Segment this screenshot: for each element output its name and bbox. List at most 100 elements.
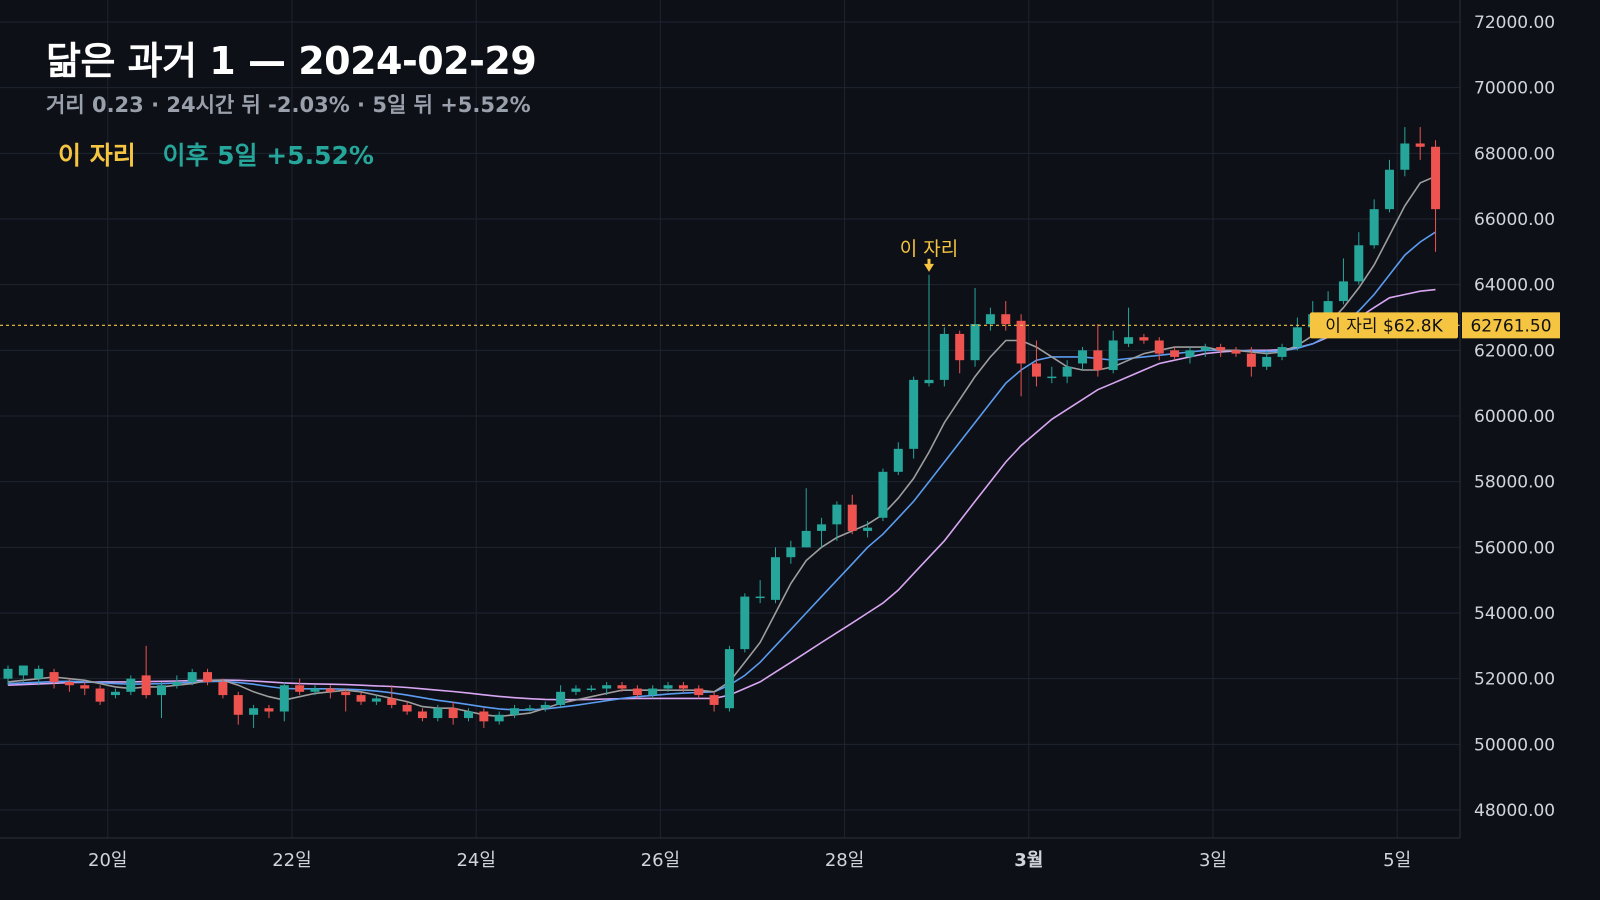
y-tick-label: 54000.00 <box>1474 604 1555 624</box>
candle <box>863 521 873 538</box>
candle-body <box>233 695 243 715</box>
ma-fast-line <box>7 175 1436 718</box>
candle-body <box>1385 169 1394 210</box>
candle <box>1078 347 1087 371</box>
candle <box>203 668 213 686</box>
candle <box>694 685 704 699</box>
candle-body <box>1323 301 1333 318</box>
candle-body <box>1139 337 1149 341</box>
candle-body <box>1231 350 1241 354</box>
y-tick-label: 66000.00 <box>1474 210 1555 230</box>
candle-body <box>387 698 397 705</box>
candle-body <box>402 704 412 712</box>
candle <box>110 688 120 699</box>
candle-body <box>1185 350 1195 357</box>
candle <box>1277 343 1287 361</box>
candle-body <box>1292 327 1302 348</box>
candle-body <box>1354 245 1364 282</box>
y-tick-label: 56000.00 <box>1474 538 1555 558</box>
candle-body <box>740 596 750 650</box>
candle-body <box>724 649 734 709</box>
candle <box>1016 314 1026 397</box>
candle-body <box>510 708 520 715</box>
candle <box>1108 330 1118 374</box>
candle <box>893 442 903 476</box>
candle <box>341 688 351 712</box>
candle <box>417 708 427 722</box>
candle <box>985 307 995 331</box>
candle <box>970 287 980 367</box>
candle <box>64 678 74 692</box>
candle <box>678 681 688 692</box>
x-tick-label: 24일 <box>456 850 495 871</box>
candle-body <box>1016 320 1026 364</box>
candle <box>433 704 443 722</box>
candle-body <box>985 314 995 325</box>
candle <box>1231 347 1241 357</box>
candle <box>632 685 642 699</box>
candle <box>1185 347 1195 364</box>
candle-body <box>249 708 259 715</box>
candle <box>1124 307 1134 348</box>
candle-body <box>1246 353 1256 367</box>
candle <box>617 681 627 692</box>
candle <box>233 691 243 725</box>
marker-legend: 이 자리 이후 5일 +5.52% <box>58 136 374 172</box>
candle-body <box>1369 209 1379 246</box>
marker-tag-label: 이 자리 $62.8K <box>1325 316 1443 336</box>
marker-arrow-label: 이 자리 <box>900 238 958 260</box>
candle-body <box>1415 143 1425 147</box>
candle-body <box>1277 347 1287 357</box>
candle <box>1154 337 1164 361</box>
candle-body <box>525 708 535 710</box>
candle <box>1216 343 1226 357</box>
candle-body <box>1108 340 1118 371</box>
candle <box>187 668 197 686</box>
candle-body <box>1062 366 1072 377</box>
candle <box>663 681 673 692</box>
candle-body <box>771 557 780 600</box>
candle <box>786 540 796 564</box>
candle-body <box>341 691 351 696</box>
candle-body <box>295 685 305 692</box>
candle <box>771 547 780 604</box>
chart-title: 닮은 과거 1 — 2024-02-29 <box>46 39 537 83</box>
candle <box>1354 232 1364 285</box>
candle-body <box>80 685 90 689</box>
candle-body <box>1200 347 1210 351</box>
candle <box>34 665 44 686</box>
candle-body <box>141 675 151 696</box>
y-tick-label: 68000.00 <box>1474 144 1555 164</box>
candle-body <box>1124 337 1134 344</box>
marker-price-bg <box>1462 312 1560 339</box>
candle <box>464 708 473 722</box>
candle-body <box>49 672 59 682</box>
candle <box>602 681 612 696</box>
candle <box>817 517 827 548</box>
candle-body <box>694 688 704 696</box>
marker-layer: 이 자리 $62.8K 62761.50 이 자리 <box>0 238 1560 339</box>
candle-body <box>1093 350 1103 371</box>
candle-body <box>832 504 842 525</box>
candle-body <box>817 524 827 531</box>
candle-body <box>433 708 443 719</box>
candle-body <box>1338 281 1348 302</box>
candle <box>218 678 228 699</box>
axes: 72000.00 70000.00 68000.00 66000.00 64000.00… <box>0 0 1555 871</box>
candle-body <box>279 685 289 712</box>
candle <box>847 494 857 535</box>
y-tick-label: 50000.00 <box>1474 735 1555 755</box>
candle-body <box>203 672 213 682</box>
candle-body <box>494 714 504 722</box>
candle <box>1262 350 1272 371</box>
candle <box>832 501 842 541</box>
chart-header: 닮은 과거 1 — 2024-02-29 거리 0.23 · 24시간 뒤 -2… <box>46 30 537 119</box>
candle-body <box>1031 363 1041 377</box>
candle-body <box>310 688 320 692</box>
candle <box>402 701 412 715</box>
candle-body <box>556 691 566 705</box>
candle <box>1415 127 1425 160</box>
candle <box>571 685 581 696</box>
candle-body <box>1001 314 1011 325</box>
